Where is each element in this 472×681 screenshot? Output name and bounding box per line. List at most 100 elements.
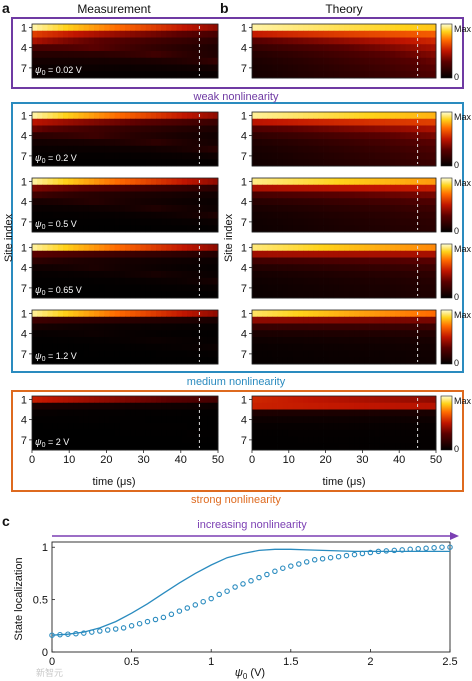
heatmap-cell [369, 429, 376, 437]
heatmap-cell [187, 323, 193, 331]
heatmap-cell [359, 57, 365, 65]
heatmap-cell [119, 402, 126, 410]
heatmap-cell [277, 205, 284, 213]
heatmap-cell [338, 330, 345, 338]
heatmap-cell [47, 244, 54, 252]
heatmap-cell [140, 112, 147, 120]
heatmap-cell [94, 250, 100, 258]
heatmap-cell [125, 443, 131, 451]
heatmap-cell [405, 132, 411, 140]
heatmap-cell [73, 436, 79, 444]
heatmap-cell [262, 257, 268, 265]
heatmap-cell [303, 125, 309, 133]
heatmap-cell [267, 244, 273, 252]
time-tick-label: 40 [175, 454, 187, 466]
heatmap-cell [109, 310, 116, 318]
heatmap-cell [150, 152, 157, 160]
heatmap-cell [344, 291, 350, 299]
heatmap-cell [420, 44, 427, 52]
heatmap-cell [349, 436, 355, 444]
heatmap-cell [425, 64, 432, 72]
heatmap-cell [156, 343, 162, 351]
heatmap-cell [114, 436, 121, 444]
heatmap-cell [47, 409, 54, 417]
heatmap-cell [364, 350, 370, 358]
heatmap-cell [333, 225, 340, 233]
heatmap-cell [114, 423, 121, 431]
heatmap-cell [328, 191, 335, 199]
heatmap-cell [333, 250, 340, 258]
heatmap-cell [119, 409, 126, 417]
heatmap-cell [272, 291, 278, 299]
heatmap-cell [119, 71, 126, 79]
heatmap-cell [119, 211, 126, 219]
heatmap-cell [267, 264, 273, 272]
heatmap-cell [192, 139, 198, 147]
y-tick-label: 0 [42, 647, 48, 659]
heatmap-cell [262, 330, 268, 338]
heatmap-cell [400, 44, 406, 52]
heatmap-cell [323, 291, 330, 299]
heatmap-cell [171, 244, 178, 252]
heatmap-cell [212, 152, 219, 160]
heatmap-cell [135, 257, 141, 265]
heatmap-cell [318, 409, 324, 417]
heatmap-cell [344, 152, 350, 160]
heatmap-cell [328, 402, 335, 410]
heatmap-cell [104, 218, 110, 226]
heatmap-cell [109, 225, 116, 233]
heatmap-cell [430, 44, 437, 52]
measurement-point [97, 628, 103, 634]
heatmap-cell [109, 244, 116, 252]
heatmap-cell [354, 159, 360, 167]
heatmap-cell [42, 423, 48, 431]
heatmap-cell [114, 24, 121, 32]
heatmap-cell [88, 244, 95, 252]
heatmap-cell [318, 51, 324, 59]
heatmap-cell [135, 211, 141, 219]
heatmap-cell [313, 51, 319, 59]
heatmap-cell [390, 71, 396, 79]
heatmap-cell [125, 244, 131, 252]
heatmap-cell [415, 44, 422, 52]
heatmap-cell [323, 343, 330, 351]
heatmap-cell [42, 271, 48, 279]
heatmap-cell [430, 64, 437, 72]
heatmap-cell [349, 416, 355, 424]
heatmap-cell [369, 264, 376, 272]
heatmap-cell [145, 343, 152, 351]
heatmap-cell [207, 152, 214, 160]
heatmap-cell [197, 330, 203, 338]
heatmap-cell [287, 443, 294, 451]
heatmap-cell [395, 423, 401, 431]
heatmap-cell [379, 244, 386, 252]
heatmap-cell [114, 271, 121, 279]
measurement-point [399, 547, 405, 553]
heatmap-cell [181, 264, 188, 272]
heatmap-cell [333, 125, 340, 133]
heatmap-cell [287, 244, 294, 252]
heatmap-cell [130, 250, 136, 258]
heatmap-cell [202, 44, 209, 52]
heatmap-cell [187, 24, 193, 32]
heatmap-cell [344, 71, 350, 79]
measurement-point [81, 630, 87, 636]
heatmap-cell [150, 139, 157, 147]
heatmap-cell [298, 337, 304, 345]
heatmap-cell [202, 57, 209, 65]
heatmap-cell [400, 310, 406, 318]
heatmap-cell [430, 191, 437, 199]
heatmap-cell [267, 218, 273, 226]
heatmap-cell [359, 436, 365, 444]
heatmap-cell [207, 330, 214, 338]
heatmap-cell [171, 402, 178, 410]
heatmap-cell [395, 24, 401, 32]
heatmap-cell [374, 277, 381, 285]
heatmap-cell [328, 291, 335, 299]
heatmap-cell [323, 191, 330, 199]
heatmap-cell [47, 357, 54, 365]
heatmap-cell [384, 191, 391, 199]
heatmap-cell [47, 24, 54, 32]
heatmap-cell [52, 44, 59, 52]
